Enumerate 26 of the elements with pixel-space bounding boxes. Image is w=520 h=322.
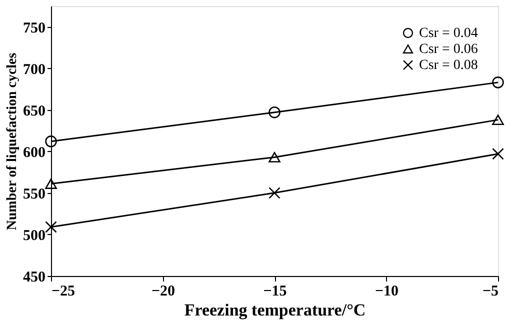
y-tick-label: 500 (23, 228, 46, 244)
point (492, 114, 504, 126)
y-tick-label: 650 (23, 103, 46, 120)
point (45, 178, 57, 189)
y-tick-label: 600 (23, 144, 46, 161)
x-axis-title: Freezing temperature/°C (184, 300, 366, 320)
point (492, 148, 504, 160)
point (268, 106, 280, 118)
point (268, 187, 280, 199)
point (268, 152, 280, 162)
point (492, 76, 504, 88)
legend-label: Csr = 0.04 (419, 26, 478, 41)
x-tick-label: −10 (374, 284, 399, 300)
x-tick-label: −15 (263, 284, 287, 300)
y-tick-label: 750 (23, 20, 46, 36)
point (45, 136, 57, 148)
point (45, 221, 57, 233)
x-tick-label: −5 (482, 284, 498, 300)
y-tick-label: 450 (23, 270, 46, 286)
y-axis-title: Number of liquefaction cycles (5, 52, 20, 230)
legend-label: Csr = 0.08 (419, 58, 478, 73)
x-tick-label: −25 (52, 284, 76, 300)
legend-label: Csr = 0.06 (419, 42, 478, 57)
y-tick-label: 550 (23, 186, 46, 202)
x-tick-label: −20 (151, 284, 176, 300)
y-tick-label: 700 (23, 62, 46, 78)
